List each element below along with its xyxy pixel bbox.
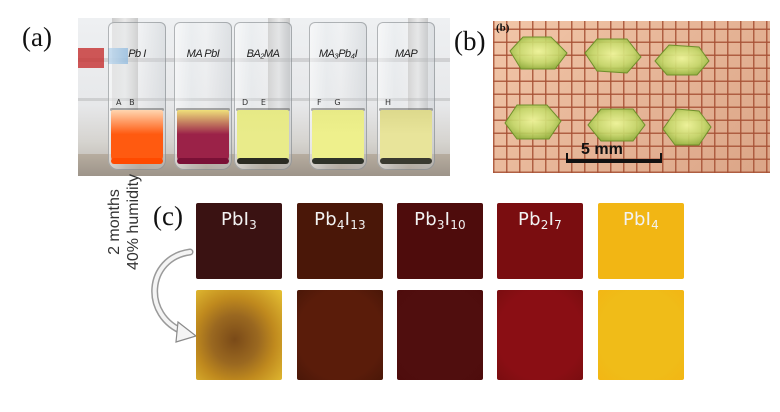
compound-label-name: Pb xyxy=(314,209,337,230)
vial-2: MA PbI xyxy=(174,22,232,170)
film-before-5: PbI4 xyxy=(598,203,684,279)
compound-label-sub: 3 xyxy=(436,218,445,232)
compound-label-name2: I xyxy=(548,209,555,230)
crystals-svg xyxy=(504,36,712,146)
film-before-1: PbI3 xyxy=(196,203,282,279)
film-after-1 xyxy=(196,290,282,380)
crystal-3 xyxy=(654,44,710,76)
compound-label-sub2: 7 xyxy=(554,218,562,232)
vial-4: MA₃Pb₄I F G xyxy=(309,22,367,170)
vial-contents xyxy=(111,110,163,164)
compound-label: PbI4 xyxy=(598,209,684,232)
panel-a-label: (a) xyxy=(22,22,52,52)
crystal-2 xyxy=(584,38,642,74)
vial-liquid-meniscus xyxy=(236,108,290,111)
crystal-1 xyxy=(509,36,568,70)
film-after-2 xyxy=(297,290,383,380)
vial-handwritten-label: MAP xyxy=(394,48,418,60)
compound-label: Pb3I10 xyxy=(397,209,483,232)
compound-label-name2: I xyxy=(444,209,451,230)
compound-label: Pb2I7 xyxy=(497,209,583,232)
panel-b-label: (b) xyxy=(454,26,486,56)
vial-sediment xyxy=(177,158,229,164)
scale-bar xyxy=(566,153,662,163)
compound-label-name2: I xyxy=(344,209,351,230)
vial-liquid-meniscus xyxy=(311,108,365,111)
vial-position-letters: D E xyxy=(242,98,266,107)
vial-contents xyxy=(237,110,289,164)
vial-handwritten-label: Pb I xyxy=(128,48,146,60)
compound-label-sub: 4 xyxy=(651,218,660,232)
vial-handwritten-label: MA₃Pb₄I xyxy=(318,48,358,60)
film-before-2: Pb4I13 xyxy=(297,203,383,279)
vial-sediment xyxy=(111,158,163,164)
scale-bar-label: 5 mm xyxy=(581,141,623,158)
vial-liquid-meniscus xyxy=(176,108,230,111)
compound-label: PbI3 xyxy=(196,209,282,232)
compound-label: Pb4I13 xyxy=(297,209,383,232)
crystal-6 xyxy=(662,108,712,146)
vial-contents xyxy=(380,110,432,164)
vial-contents xyxy=(177,110,229,164)
panel-c-label: (c) xyxy=(153,201,183,231)
compound-label-sub: 4 xyxy=(336,218,345,232)
film-before-3: Pb3I10 xyxy=(397,203,483,279)
vial-liquid-meniscus xyxy=(110,108,164,111)
compound-label-name: PbI xyxy=(220,209,250,230)
panel-b-inner-label: (b) xyxy=(496,22,510,34)
film-after-3 xyxy=(397,290,483,380)
compound-label-sub2: 13 xyxy=(350,218,366,232)
aging-duration: 2 months xyxy=(106,189,123,255)
vial-position-letters: H xyxy=(385,98,392,107)
vial-sediment xyxy=(312,158,364,164)
film-after-4 xyxy=(497,290,583,380)
film-before-4: Pb2I7 xyxy=(497,203,583,279)
compound-label-name: Pb xyxy=(518,209,541,230)
compound-label-name: Pb xyxy=(414,209,437,230)
vial-5: MAP H xyxy=(377,22,435,170)
vial-position-letters: A B xyxy=(116,98,135,107)
curved-arrow-icon xyxy=(151,248,198,343)
vial-3: BA₂MA D E xyxy=(234,22,292,170)
vial-position-letters: F G xyxy=(317,98,341,107)
vial-1: Pb I A B xyxy=(108,22,166,170)
crystal-4 xyxy=(504,104,562,140)
vial-sediment xyxy=(237,158,289,164)
compound-label-sub2: 10 xyxy=(450,218,466,232)
vial-liquid-meniscus xyxy=(379,108,433,111)
vial-contents xyxy=(312,110,364,164)
film-after-5 xyxy=(598,290,684,380)
vial-sediment xyxy=(380,158,432,164)
vial-handwritten-label: MA PbI xyxy=(186,48,220,60)
crystal-5 xyxy=(587,108,646,142)
crystals-photo xyxy=(493,21,770,173)
compound-label-name: PbI xyxy=(622,209,652,230)
compound-label-sub: 3 xyxy=(249,218,258,232)
compound-label-sub: 2 xyxy=(540,218,549,232)
vial-handwritten-label: BA₂MA xyxy=(246,48,280,60)
